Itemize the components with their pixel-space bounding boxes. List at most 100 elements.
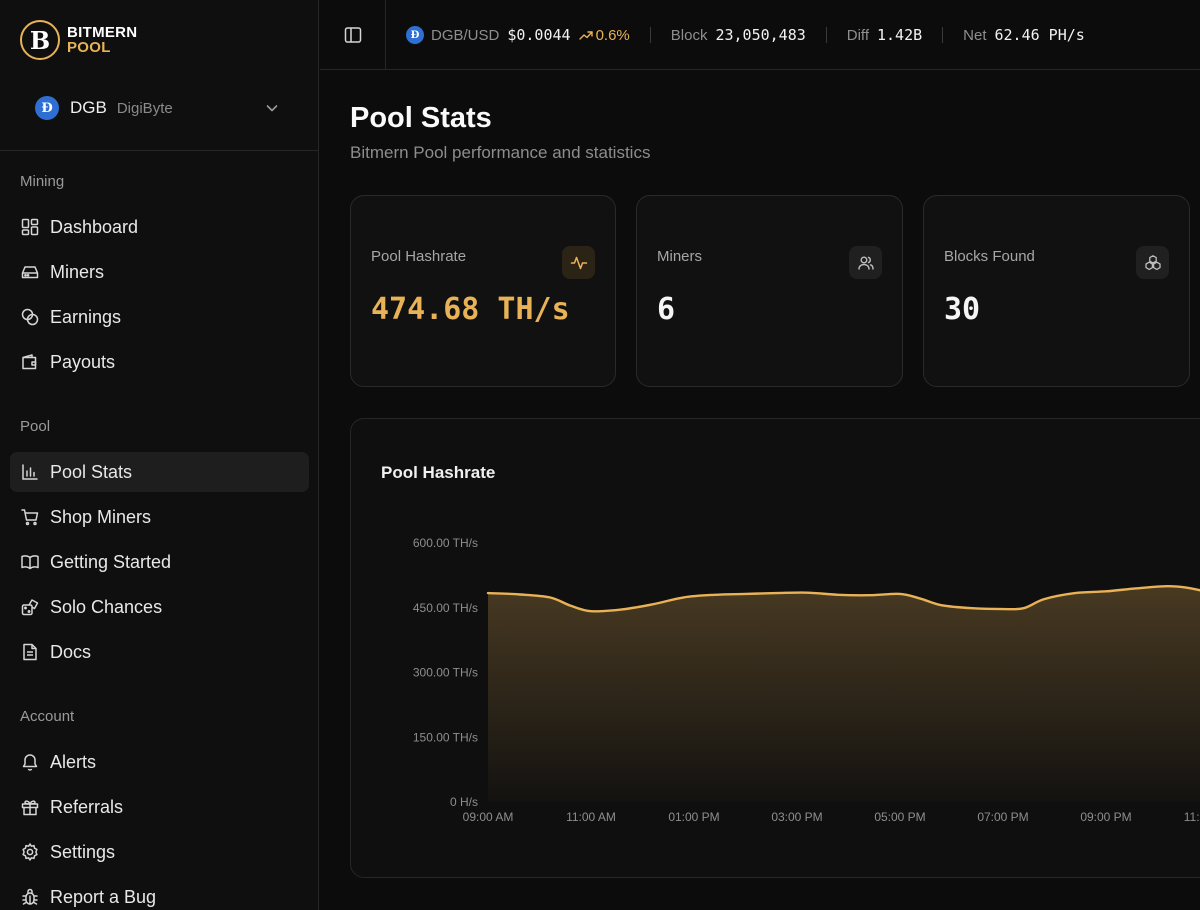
- y-tick-label: 300.00 TH/s: [413, 666, 478, 680]
- nav-section-mining: Mining Dashboard Miners Earnings Payouts: [0, 172, 319, 387]
- x-tick-label: 09:00 PM: [1080, 810, 1131, 824]
- sidebar-item-report-bug[interactable]: Report a Bug: [10, 877, 309, 910]
- ticker-separator: [649, 27, 651, 43]
- bar-chart-icon: [22, 464, 38, 480]
- x-tick-label: 11:00 AM: [566, 810, 616, 824]
- bell-icon: [22, 754, 38, 771]
- sidebar-toggle-button[interactable]: [320, 0, 386, 70]
- dashboard-icon: [21, 218, 39, 236]
- sidebar-item-shop-miners[interactable]: Shop Miners: [10, 497, 309, 537]
- earnings-icon: [21, 308, 39, 326]
- sidebar-item-label: Miners: [50, 261, 105, 282]
- y-tick-label: 0 H/s: [450, 795, 478, 809]
- sidebar-item-label: Earnings: [50, 306, 122, 327]
- miners-icon: [21, 266, 39, 279]
- hashrate-area-chart[interactable]: 600.00 TH/s 450.00 TH/s 300.00 TH/s 150.00 …: [351, 419, 1200, 878]
- x-tick-label: 07:00 PM: [977, 810, 1028, 824]
- stat-card-blocks-found: Blocks Found 30: [923, 195, 1190, 387]
- brand-logo[interactable]: B BITMERN POOL: [20, 20, 137, 60]
- gift-icon: [21, 800, 39, 816]
- coin-selector[interactable]: Đ DGB DigiByte: [20, 88, 295, 128]
- brand-line1: BITMERN: [67, 24, 138, 41]
- block-value: 23,050,483: [715, 26, 806, 44]
- stat-label: Pool Hashrate: [371, 248, 467, 265]
- pool-hashrate-chart-card: Pool Hashrate 600.00 TH/s 450.00 TH/s 300.…: [350, 418, 1200, 878]
- cart-icon: [21, 509, 39, 526]
- coin-name: DigiByte: [116, 99, 173, 117]
- ticker-change-value: 0.6%: [595, 26, 630, 44]
- stat-label: Blocks Found: [944, 248, 1035, 265]
- nav-section-account: Account Alerts Referrals Settings Report…: [0, 707, 319, 910]
- x-tick-label: 01:00 PM: [668, 810, 719, 824]
- chevron-down-icon: [266, 105, 278, 112]
- nav-heading: Mining: [20, 173, 65, 190]
- stat-value: 30: [944, 292, 981, 327]
- dice-icon: [21, 599, 39, 616]
- y-tick-label: 150.00 TH/s: [413, 730, 478, 744]
- stat-value: 6: [657, 292, 676, 327]
- x-tick-label: 11:00 PM: [1184, 810, 1200, 824]
- digibyte-coin-icon: Đ: [35, 96, 59, 120]
- sidebar-item-docs[interactable]: Docs: [10, 632, 309, 672]
- ticker-price: $0.0044: [507, 26, 571, 44]
- book-icon: [21, 555, 39, 570]
- stat-card-pool-hashrate: Pool Hashrate 474.68 TH/s: [350, 195, 616, 387]
- sidebar-item-referrals[interactable]: Referrals: [10, 787, 309, 827]
- net-value: 62.46 PH/s: [994, 26, 1085, 44]
- bug-icon: [22, 888, 38, 905]
- top-bar: Đ DGB/USD $0.0044 0.6% Block 23,050,483 …: [320, 0, 1200, 70]
- block-label: Block: [670, 26, 708, 44]
- market-ticker: Đ DGB/USD $0.0044 0.6% Block 23,050,483 …: [406, 0, 1085, 70]
- sidebar-item-label: Docs: [50, 641, 92, 662]
- gear-icon: [22, 843, 38, 861]
- page-subtitle: Bitmern Pool performance and statistics: [350, 143, 651, 162]
- sidebar-item-settings[interactable]: Settings: [10, 832, 309, 872]
- blocks-icon: [1136, 246, 1169, 279]
- x-tick-label: 05:00 PM: [874, 810, 925, 824]
- sidebar-item-dashboard[interactable]: Dashboard: [10, 207, 309, 247]
- sidebar-item-alerts[interactable]: Alerts: [10, 742, 309, 782]
- sidebar-item-miners[interactable]: Miners: [10, 252, 309, 292]
- hashrate-series-line: [486, 584, 1200, 613]
- diff-label: Diff: [846, 26, 869, 44]
- logo-letter: B: [29, 25, 51, 55]
- page-title: Pool Stats: [350, 102, 492, 134]
- brand-line2: POOL: [67, 39, 111, 56]
- sidebar-item-getting-started[interactable]: Getting Started: [10, 542, 309, 582]
- sidebar-item-payouts[interactable]: Payouts: [10, 342, 309, 382]
- net-label: Net: [963, 26, 987, 44]
- sidebar-item-solo-chances[interactable]: Solo Chances: [10, 587, 309, 627]
- users-icon: [849, 246, 882, 279]
- wallet-icon: [22, 354, 37, 370]
- sidebar-item-label: Shop Miners: [50, 506, 152, 527]
- y-tick-label: 600.00 TH/s: [413, 536, 478, 550]
- sidebar-item-label: Payouts: [50, 351, 116, 372]
- sidebar-item-label: Dashboard: [50, 216, 139, 237]
- sidebar-item-label: Referrals: [50, 796, 124, 817]
- coin-symbol: DGB: [70, 98, 107, 117]
- logo-mark-icon: B: [20, 20, 60, 60]
- sidebar-item-label: Settings: [50, 841, 116, 862]
- sidebar-item-earnings[interactable]: Earnings: [10, 297, 309, 337]
- ticker-change: 0.6%: [578, 26, 630, 44]
- sidebar-item-label: Report a Bug: [50, 886, 157, 907]
- x-tick-label: 09:00 AM: [463, 810, 514, 824]
- nav-heading: Pool: [20, 418, 51, 435]
- nav-heading: Account: [20, 708, 75, 725]
- sidebar-panel-icon: [344, 27, 361, 43]
- stat-label: Miners: [657, 248, 703, 265]
- sidebar-item-pool-stats[interactable]: Pool Stats: [10, 452, 309, 492]
- stat-card-miners: Miners 6: [636, 195, 903, 387]
- activity-icon: [562, 246, 595, 279]
- y-tick-label: 450.00 TH/s: [413, 601, 478, 615]
- sidebar-item-label: Pool Stats: [50, 461, 133, 482]
- chart-title: Pool Hashrate: [381, 463, 496, 482]
- sidebar-divider: [0, 150, 319, 151]
- stat-value: 474.68 TH/s: [371, 292, 570, 327]
- digibyte-coin-icon: Đ: [406, 26, 424, 44]
- ticker-separator: [942, 27, 944, 43]
- nav-section-pool: Pool Pool Stats Shop Miners Getting Star…: [0, 417, 319, 677]
- sidebar: B BITMERN POOL Đ DGB DigiByte Mining Das…: [0, 0, 319, 910]
- ticker-separator: [825, 27, 827, 43]
- document-icon: [23, 643, 37, 661]
